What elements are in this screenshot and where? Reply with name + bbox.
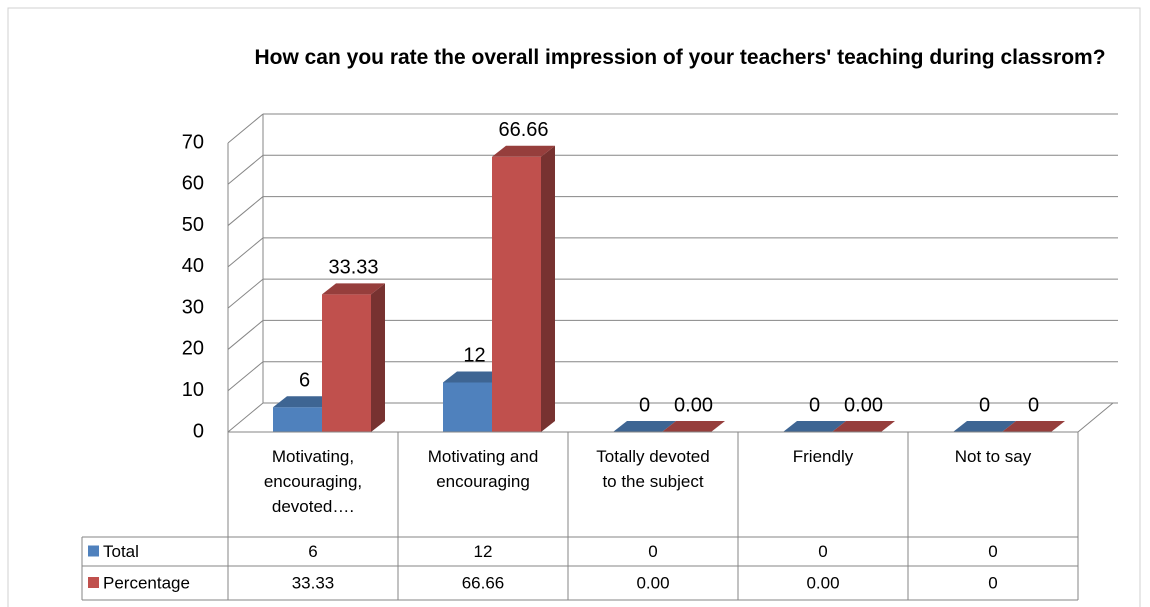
bar-top: [832, 421, 895, 432]
grid-line: [227, 154, 264, 185]
data-label: 0: [1028, 394, 1039, 416]
data-label: 0.00: [844, 394, 883, 416]
bar-front: [322, 294, 371, 432]
legend-label: Total: [103, 542, 139, 561]
x-tick-label: Totally devoted to the subject: [596, 447, 710, 491]
x-tick-label: Motivating and encouraging: [427, 447, 539, 491]
grid-line: [227, 237, 264, 268]
frame: [7, 7, 1141, 607]
data-label: 0.00: [674, 394, 713, 416]
bar-side: [541, 145, 555, 432]
x-tick-label: Not to say: [954, 447, 1032, 466]
grid-line: [227, 278, 264, 309]
bar-top: [443, 371, 506, 383]
bar-front: [492, 156, 541, 432]
table-cell: 0: [818, 542, 827, 561]
y-tick-label: 60: [182, 173, 204, 195]
bar-top: [492, 145, 555, 157]
y-tick-label: 10: [182, 379, 204, 401]
bar-top: [613, 421, 676, 432]
data-label: 66.66: [498, 119, 548, 141]
x-tick-label: Friendly: [792, 447, 854, 466]
bar-top: [953, 421, 1016, 432]
bar-top: [1002, 421, 1065, 432]
bar-top: [783, 421, 846, 432]
grid-line: [227, 361, 264, 392]
grid-line: [227, 402, 264, 433]
y-tick-label: 0: [193, 420, 204, 442]
grid-line: [227, 196, 264, 226]
data-label: 12: [463, 345, 485, 367]
grid-line: [227, 113, 264, 144]
y-tick-label: 70: [182, 131, 204, 153]
table-cell: 66.66: [462, 573, 505, 592]
bar-front: [443, 382, 492, 432]
table-cell: 6: [308, 542, 317, 561]
y-tick-label: 30: [182, 296, 204, 318]
chart-title: How can you rate the overall impression …: [254, 46, 1106, 69]
legend-key: [88, 545, 99, 557]
data-label: 0: [979, 394, 990, 416]
bar-side: [371, 283, 385, 432]
bar-top: [322, 283, 385, 295]
y-tick-label: 50: [182, 214, 204, 236]
bar-top: [273, 396, 336, 408]
data-label: 33.33: [328, 257, 378, 279]
grid-line: [227, 320, 264, 350]
table-cell: 0: [648, 542, 657, 561]
y-tick-label: 20: [182, 338, 204, 360]
x-tick-label: Motivating, encouraging, devoted….: [263, 447, 363, 516]
table-cell: 0.00: [636, 573, 669, 592]
table-cell: 12: [474, 542, 493, 561]
data-label: 0: [639, 394, 650, 416]
floor-edge: [1077, 402, 1114, 433]
table-cell: 0: [988, 542, 997, 561]
table-cell: 0: [988, 573, 997, 592]
legend-key: [88, 577, 99, 588]
data-label: 0: [809, 394, 820, 416]
table-cell: 0.00: [806, 573, 839, 592]
data-label: 6: [299, 370, 310, 392]
bar-front: [273, 407, 322, 432]
legend-label: Percentage: [103, 573, 190, 592]
bar-top: [662, 421, 725, 432]
y-tick-label: 40: [182, 255, 204, 277]
table-cell: 33.33: [292, 573, 335, 592]
